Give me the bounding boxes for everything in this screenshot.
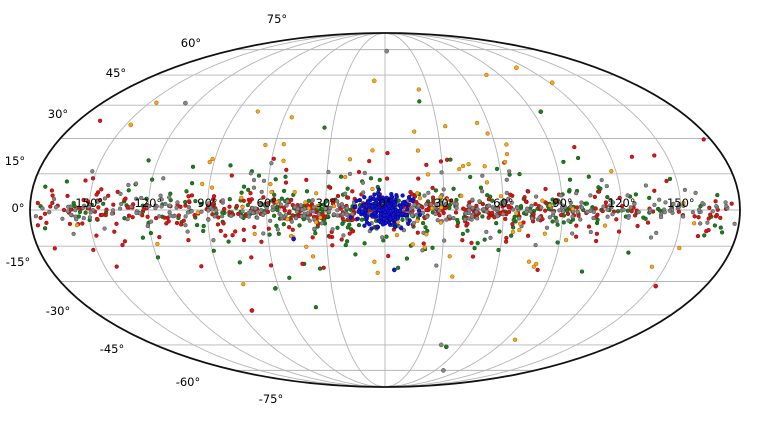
lat-tick-label: 0°: [11, 201, 24, 215]
notable-point: [443, 344, 449, 350]
lon-tick-label: 30°: [316, 196, 336, 210]
meridian-gridline: [266, 32, 386, 388]
lon-tick-label: 0°: [378, 196, 391, 210]
notable-point: [128, 122, 134, 128]
lat-tick-label: -45°: [100, 342, 125, 356]
notable-point: [549, 80, 555, 86]
projection-border: [29, 32, 741, 388]
lon-tick-label: 90°: [197, 196, 217, 210]
lat-tick-label: 75°: [267, 12, 287, 26]
lon-tick-label: 30°: [434, 196, 454, 210]
notable-point: [391, 267, 397, 273]
notable-point: [514, 65, 519, 71]
lat-tick-label: 15°: [5, 154, 25, 168]
lon-tick-label: 60°: [493, 196, 513, 210]
notable-point: [273, 286, 278, 291]
notable-point: [183, 100, 188, 106]
scatter-points: [33, 48, 737, 373]
axis-tick-labels: 75° 60° 45° 30° 15° 0° -15° -30° -45° -60° -75° 150…: [5, 12, 695, 406]
map-outline: [29, 32, 741, 388]
meridian-gridline: [147, 32, 386, 388]
lon-tick-label: 120°: [134, 196, 162, 210]
meridian-gridline: [384, 32, 682, 388]
lat-tick-label: 45°: [106, 66, 126, 80]
series-orange-population: [74, 65, 697, 342]
notable-point: [438, 342, 444, 348]
notable-point: [384, 48, 390, 54]
lon-tick-label: 150°: [667, 196, 695, 210]
notable-point: [291, 236, 296, 242]
notable-point: [249, 308, 255, 313]
lat-tick-label: -30°: [46, 304, 71, 318]
lat-tick-label: 60°: [181, 36, 201, 50]
lat-tick-label: -15°: [6, 255, 31, 269]
series-blue-bulge-population: [291, 187, 422, 273]
lon-tick-label: 60°: [257, 196, 277, 210]
notable-point: [441, 368, 446, 373]
notable-point: [653, 283, 659, 289]
lat-tick-label: -75°: [259, 392, 284, 406]
notable-point: [538, 109, 544, 115]
lon-tick-label: 120°: [608, 196, 636, 210]
lon-tick-label: 90°: [552, 196, 572, 210]
lat-tick-label: 30°: [48, 107, 68, 121]
lat-tick-label: -60°: [176, 375, 201, 389]
lon-tick-label: 150°: [75, 196, 103, 210]
notable-point: [371, 78, 377, 84]
